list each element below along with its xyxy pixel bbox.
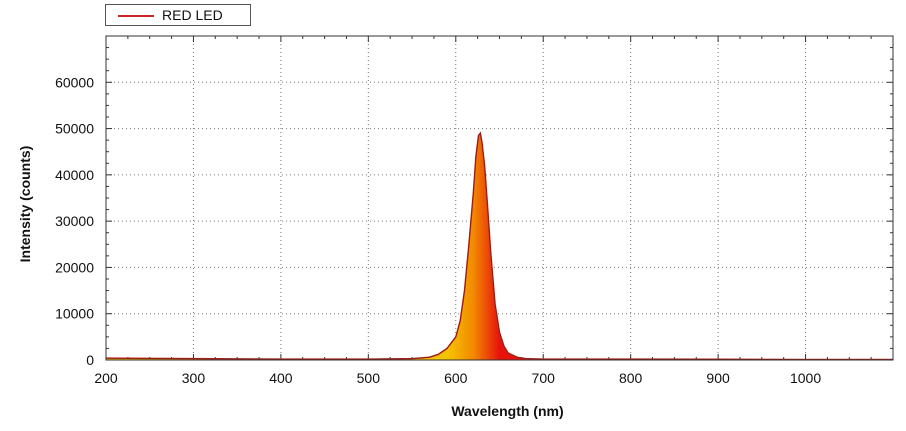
x-axis-label: Wavelength (nm) [451,403,563,419]
x-tick-label: 200 [94,370,118,386]
y-tick-label: 30000 [55,213,94,229]
series-outline-red-led [105,132,893,360]
x-tick-label: 500 [357,370,381,386]
plot-area [106,36,893,360]
x-tick-label: 1000 [790,370,821,386]
x-tick-label: 600 [444,370,468,386]
y-tick-label: 0 [86,352,94,368]
y-tick-label: 20000 [55,259,94,275]
x-tick-label: 300 [182,370,206,386]
x-tick-label: 400 [269,370,293,386]
legend-swatch-red-led [118,15,154,17]
y-tick-label: 50000 [55,121,94,137]
x-tick-label: 900 [706,370,730,386]
legend: RED LED [105,4,251,26]
legend-label-red-led: RED LED [162,7,223,23]
y-tick-label: 40000 [55,167,94,183]
x-tick-label: 800 [619,370,643,386]
y-tick-label: 60000 [55,74,94,90]
x-tick-label: 700 [532,370,556,386]
y-axis-label: Intensity (counts) [17,146,33,263]
y-tick-label: 10000 [55,306,94,322]
plot-frame [105,35,894,361]
